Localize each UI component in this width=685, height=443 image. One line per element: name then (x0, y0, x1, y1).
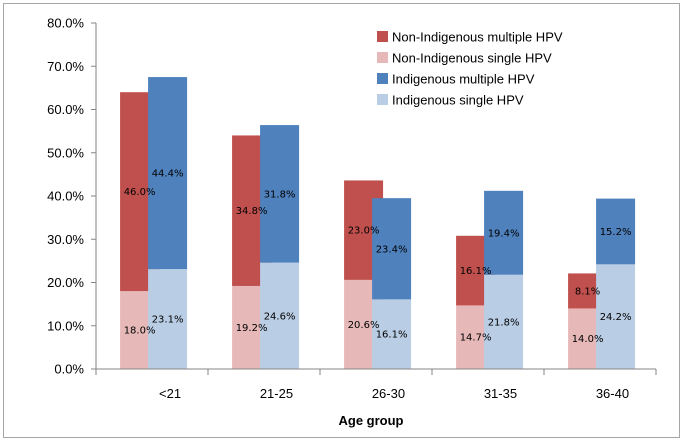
data-label: 19.2% (236, 323, 268, 334)
legend-label: Non-Indigenous multiple HPV (392, 30, 563, 45)
legend-label: Non-Indigenous single HPV (392, 51, 552, 66)
data-label: 24.6% (264, 311, 296, 322)
x-tick-label: 31-35 (484, 386, 517, 401)
data-label: 23.0% (348, 226, 380, 237)
bar-indigenous-single-hpv (484, 274, 524, 369)
data-label: 8.1% (575, 286, 600, 297)
legend-swatch (377, 31, 388, 42)
x-axis-tick-labels: <21 21-25 26-30 31-35 36-40 (159, 386, 629, 401)
y-tick-label: 10.0% (47, 318, 84, 333)
bar-indigenous-multiple-hpv (484, 190, 524, 275)
data-label: 31.8% (264, 189, 296, 200)
y-tick-label: 50.0% (47, 145, 84, 160)
data-label: 34.8% (236, 206, 268, 217)
data-label: 44.4% (152, 169, 184, 180)
bar-indigenous-multiple-hpv (260, 125, 300, 263)
legend-swatch (377, 52, 388, 63)
legend-label: Indigenous single HPV (392, 93, 524, 108)
data-label: 16.1% (460, 266, 492, 277)
data-label: 15.2% (600, 227, 632, 238)
bar-indigenous-multiple-hpv (372, 198, 412, 300)
bar-indigenous-single-hpv (260, 262, 300, 369)
bars (120, 77, 636, 369)
y-tick-label: 20.0% (47, 275, 84, 290)
legend-swatch (377, 94, 388, 105)
x-tick-label: 21-25 (260, 386, 293, 401)
bar-indigenous-single-hpv (596, 264, 636, 369)
legend: Non-Indigenous multiple HPV Non-Indigenou… (370, 24, 632, 114)
data-labels: 18.0% 46.0% 19.2% 34.8% 20.6% 23.0% 14.7% 16.1%… (124, 169, 632, 346)
data-label: 19.4% (488, 228, 520, 239)
y-axis-tick-labels: 0.0% 10.0% 20.0% 30.0% 40.0% 50.0% 60.0% 70.0% 8… (47, 16, 84, 377)
data-label: 24.2% (600, 312, 632, 323)
data-label: 14.7% (460, 333, 492, 344)
legend-swatch (377, 73, 388, 84)
axes (91, 22, 657, 375)
y-tick-label: 30.0% (47, 232, 84, 247)
y-tick-label: 60.0% (47, 102, 84, 117)
data-label: 21.8% (488, 317, 520, 328)
x-tick-label: <21 (159, 386, 181, 401)
data-label: 23.1% (152, 315, 184, 326)
x-tick-label: 26-30 (372, 386, 405, 401)
y-tick-label: 40.0% (47, 189, 84, 204)
bar-indigenous-single-hpv (148, 269, 188, 369)
data-label: 20.6% (348, 320, 380, 331)
data-label: 46.0% (124, 187, 156, 198)
bar-indigenous-multiple-hpv (148, 77, 188, 270)
y-tick-label: 70.0% (47, 59, 84, 74)
data-label: 16.1% (376, 330, 408, 341)
data-label: 23.4% (376, 244, 408, 255)
bar-indigenous-multiple-hpv (596, 198, 636, 265)
x-tick-label: 36-40 (596, 386, 629, 401)
data-label: 18.0% (124, 326, 156, 337)
x-axis-title: Age group (339, 413, 404, 428)
y-tick-label: 0.0% (54, 362, 84, 377)
legend-label: Indigenous multiple HPV (392, 72, 535, 87)
bar-indigenous-single-hpv (372, 299, 412, 369)
y-tick-label: 80.0% (47, 16, 84, 31)
legend-box (370, 24, 632, 114)
data-label: 14.0% (572, 334, 604, 345)
